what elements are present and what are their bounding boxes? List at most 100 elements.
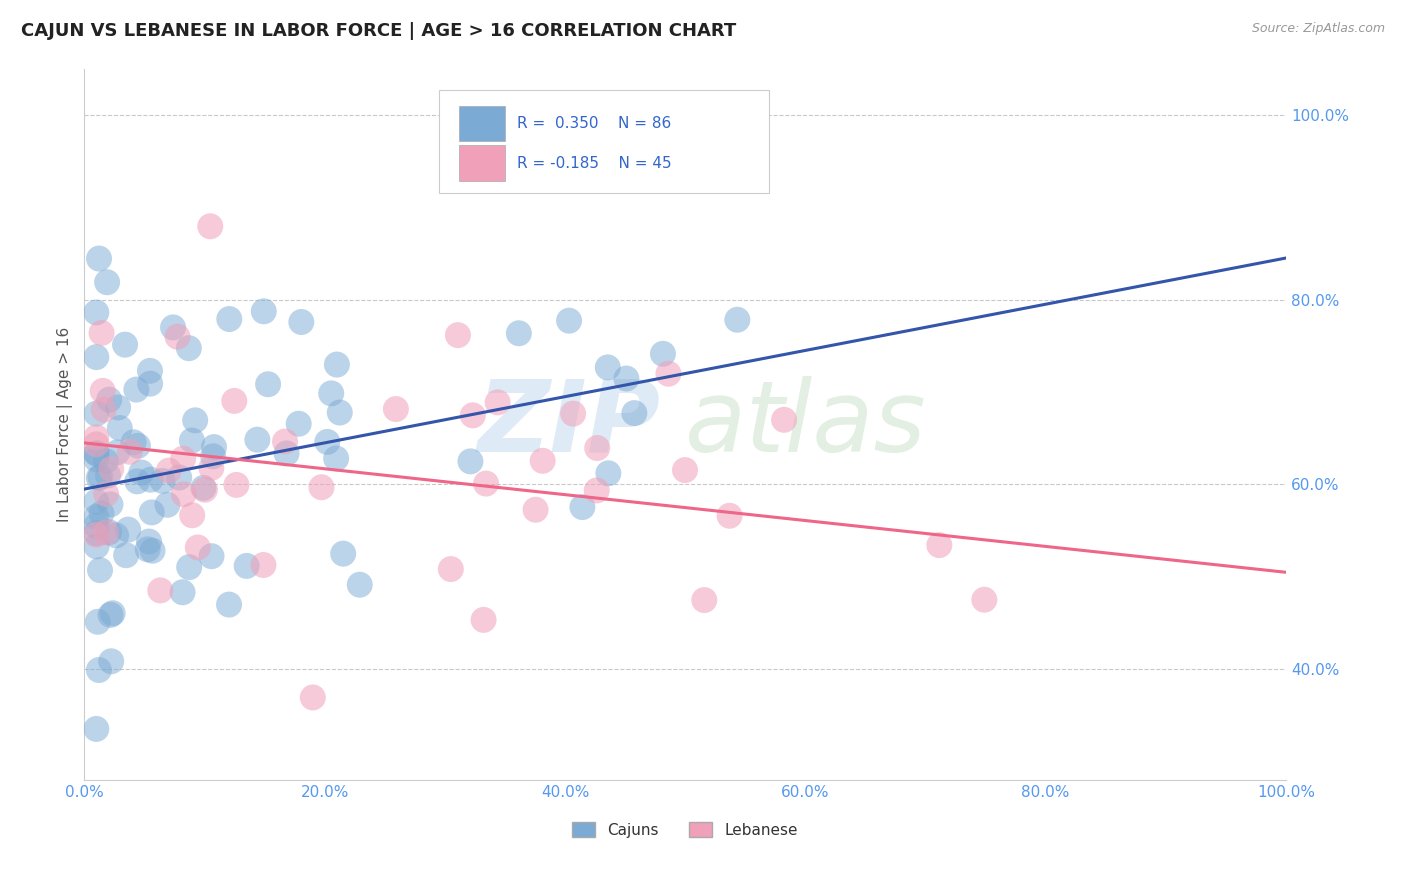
Point	[287, 417, 309, 431]
Point	[86, 446, 108, 460]
Point	[156, 498, 179, 512]
Point	[107, 401, 129, 415]
Point	[98, 525, 121, 540]
Y-axis label: In Labor Force | Age > 16: In Labor Force | Age > 16	[58, 326, 73, 522]
Point	[316, 434, 339, 449]
Point	[472, 613, 495, 627]
Point	[141, 543, 163, 558]
Point	[623, 406, 645, 420]
Legend: Cajuns, Lebanese: Cajuns, Lebanese	[567, 815, 804, 844]
Point	[100, 607, 122, 622]
Point	[91, 384, 114, 398]
Point	[928, 538, 950, 552]
Point	[84, 510, 107, 524]
Point	[172, 585, 194, 599]
Point	[157, 464, 180, 478]
Point	[138, 534, 160, 549]
Point	[586, 441, 609, 455]
Point	[177, 341, 200, 355]
Text: CAJUN VS LEBANESE IN LABOR FORCE | AGE > 16 CORRELATION CHART: CAJUN VS LEBANESE IN LABOR FORCE | AGE >…	[21, 22, 737, 40]
Point	[598, 467, 620, 481]
Point	[225, 478, 247, 492]
Point	[89, 563, 111, 577]
Point	[152, 474, 174, 488]
Point	[139, 473, 162, 487]
Point	[184, 413, 207, 427]
Point	[257, 377, 280, 392]
Point	[200, 219, 222, 234]
Point	[585, 483, 607, 498]
FancyBboxPatch shape	[439, 90, 769, 193]
Point	[252, 558, 274, 572]
Point	[87, 471, 110, 485]
Point	[125, 383, 148, 397]
Point	[725, 312, 748, 326]
Point	[673, 463, 696, 477]
Point	[86, 540, 108, 554]
Point	[105, 445, 128, 459]
Point	[218, 598, 240, 612]
Point	[89, 470, 111, 484]
Point	[84, 407, 107, 421]
Point	[973, 592, 995, 607]
Point	[84, 437, 107, 451]
Point	[235, 558, 257, 573]
Point	[218, 312, 240, 326]
Point	[326, 358, 349, 372]
Point	[200, 549, 222, 564]
Point	[90, 326, 112, 340]
Point	[224, 393, 246, 408]
Point	[114, 337, 136, 351]
Point	[773, 413, 796, 427]
Point	[180, 434, 202, 448]
Point	[349, 578, 371, 592]
Point	[101, 606, 124, 620]
Point	[202, 450, 225, 464]
Point	[173, 487, 195, 501]
Point	[162, 320, 184, 334]
Bar	[460, 145, 505, 181]
Point	[127, 439, 149, 453]
Point	[718, 508, 741, 523]
Point	[139, 376, 162, 391]
Point	[84, 494, 107, 508]
Point	[172, 451, 194, 466]
Point	[290, 315, 312, 329]
Point	[475, 476, 498, 491]
Point	[84, 527, 107, 541]
Point	[693, 593, 716, 607]
Point	[139, 364, 162, 378]
Point	[329, 405, 352, 419]
Point	[181, 508, 204, 523]
Point	[93, 402, 115, 417]
Text: ZIP: ZIP	[478, 376, 661, 473]
Point	[97, 468, 120, 483]
Point	[90, 507, 112, 521]
Point	[108, 421, 131, 435]
Point	[531, 454, 554, 468]
Point	[131, 466, 153, 480]
Text: R = -0.185    N = 45: R = -0.185 N = 45	[517, 156, 672, 170]
Point	[558, 314, 581, 328]
Point	[202, 440, 225, 454]
Point	[100, 654, 122, 668]
Point	[274, 434, 297, 449]
Point	[652, 347, 675, 361]
Point	[657, 367, 679, 381]
Point	[100, 497, 122, 511]
Point	[194, 483, 217, 497]
Point	[96, 275, 118, 289]
Point	[84, 722, 107, 736]
Point	[136, 542, 159, 557]
Point	[127, 475, 149, 489]
Point	[596, 360, 619, 375]
Point	[141, 505, 163, 519]
Point	[105, 528, 128, 542]
Point	[332, 547, 354, 561]
Point	[276, 446, 298, 460]
Point	[187, 541, 209, 555]
Point	[87, 615, 110, 629]
Point	[84, 452, 107, 467]
Point	[508, 326, 530, 341]
Point	[301, 690, 323, 705]
